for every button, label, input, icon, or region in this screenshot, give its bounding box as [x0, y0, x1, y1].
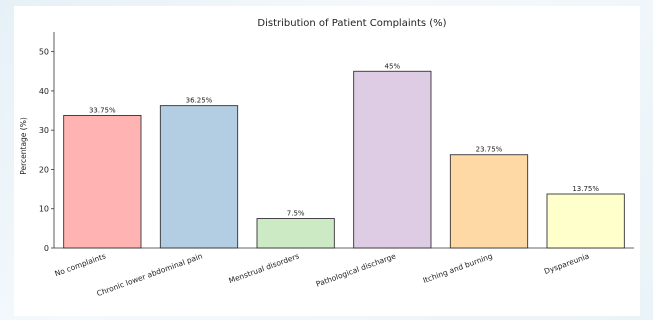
- bar: [546, 193, 625, 249]
- bar-value-label: 13.75%: [572, 185, 599, 193]
- x-tick-label: Menstrual disorders: [228, 251, 301, 285]
- y-axis-label: Percentage (%): [19, 117, 28, 175]
- bar-value-label: 23.75%: [476, 146, 503, 154]
- bar: [449, 154, 529, 249]
- chart-title: Distribution of Patient Complaints (%): [257, 18, 446, 29]
- y-tick-label: 50: [39, 48, 49, 57]
- y-tick-label: 10: [39, 205, 49, 214]
- bar: [63, 115, 142, 249]
- chart-container: Distribution of Patient Complaints (%) P…: [14, 6, 640, 316]
- y-ticks: 0 10 20 30 40 50: [39, 48, 54, 253]
- y-tick-label: 30: [39, 126, 49, 135]
- x-tick-label: Itching and burning: [422, 251, 494, 285]
- x-tick-label: No complaints: [53, 251, 107, 278]
- bars: [63, 70, 625, 249]
- bar: [353, 70, 432, 249]
- bar-value-label: 7.5%: [287, 210, 305, 218]
- y-tick-label: 40: [39, 87, 49, 96]
- bar: [256, 218, 335, 249]
- bar: [159, 105, 239, 249]
- bar-value-label: 45%: [385, 62, 401, 70]
- axes: [53, 32, 634, 249]
- y-tick-label: 20: [39, 165, 49, 174]
- bar-chart: Distribution of Patient Complaints (%) P…: [19, 18, 634, 298]
- value-labels: 33.75% 36.25% 7.5% 45% 23.75% 13.75%: [89, 62, 599, 217]
- x-tick-label: Dyspareunia: [543, 251, 590, 276]
- bar-value-label: 33.75%: [89, 106, 116, 114]
- y-tick-label: 0: [44, 244, 49, 253]
- x-tick-label: Chronic lower abdominal pain: [96, 251, 204, 298]
- bar-value-label: 36.25%: [186, 97, 213, 105]
- x-tick-label: Pathological discharge: [315, 251, 398, 288]
